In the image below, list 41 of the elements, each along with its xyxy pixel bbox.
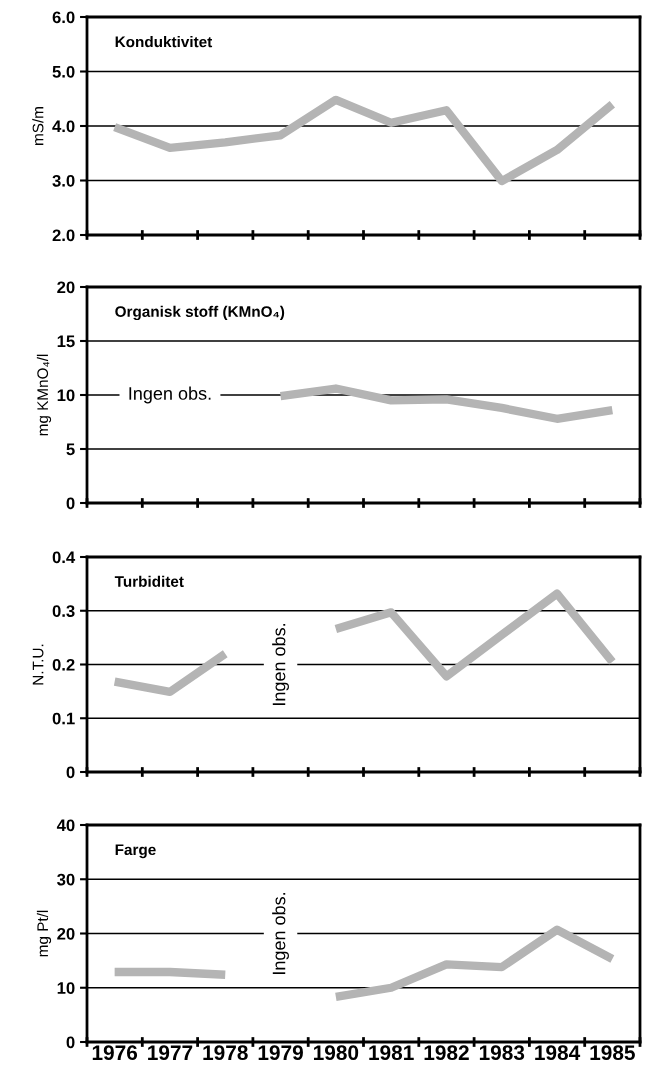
y-tick-label: 15: [57, 335, 75, 348]
x-tick-label: 1981: [369, 1045, 414, 1061]
y-tick-label: 0.2: [52, 658, 75, 671]
x-tick-label: 1980: [313, 1045, 359, 1061]
y-axis-title: mg KMnO₄/l: [36, 354, 52, 436]
x-tick-label: 1976: [92, 1045, 138, 1061]
y-tick-label: 5.0: [52, 65, 75, 78]
x-tick-label: 1982: [424, 1045, 469, 1061]
y-tick-label: 2.0: [52, 229, 75, 242]
annotation: Ingen obs.: [129, 386, 211, 404]
y-axis-title: mg Pt/l: [36, 910, 52, 957]
annotation: Ingen obs.: [272, 623, 289, 705]
y-axis-title: mS/m: [32, 107, 44, 145]
y-tick-label: 10: [57, 389, 75, 402]
y-tick-label: 4.0: [52, 120, 75, 133]
x-tick-label: 1983: [479, 1045, 525, 1061]
annotation: Ingen obs.: [272, 892, 289, 974]
y-tick-label: 30: [57, 873, 75, 886]
y-tick-label: 0.4: [52, 551, 76, 564]
x-tick-label: 1984: [535, 1045, 581, 1061]
y-tick-label: 5: [66, 443, 75, 456]
y-tick-label: 40: [56, 819, 75, 832]
y-tick-label: 6.0: [52, 11, 75, 24]
y-tick-label: 0.3: [52, 605, 75, 617]
y-axis-title: N.T.U.: [32, 644, 44, 685]
y-tick-label: 0.1: [52, 712, 75, 725]
x-tick-label: 1979: [258, 1045, 303, 1061]
y-tick-label: 20: [57, 927, 75, 940]
y-tick-label: 0: [66, 1036, 75, 1049]
y-tick-label: 10: [57, 982, 75, 994]
y-tick-label: 0: [66, 766, 75, 779]
text: Turbiditet: [114, 575, 184, 587]
text: Farge: [115, 844, 156, 859]
y-tick-label: 20: [57, 281, 75, 294]
x-tick-label: 1985: [590, 1045, 635, 1061]
text: Organisk stoff (KMnO₄): [115, 305, 285, 321]
y-tick-label: 3.0: [52, 174, 75, 187]
y-tick-label: 0: [66, 497, 75, 510]
x-tick-label: 1978: [203, 1045, 248, 1061]
text: Konduktivitet: [115, 36, 213, 48]
x-tick-label: 1977: [148, 1045, 193, 1061]
